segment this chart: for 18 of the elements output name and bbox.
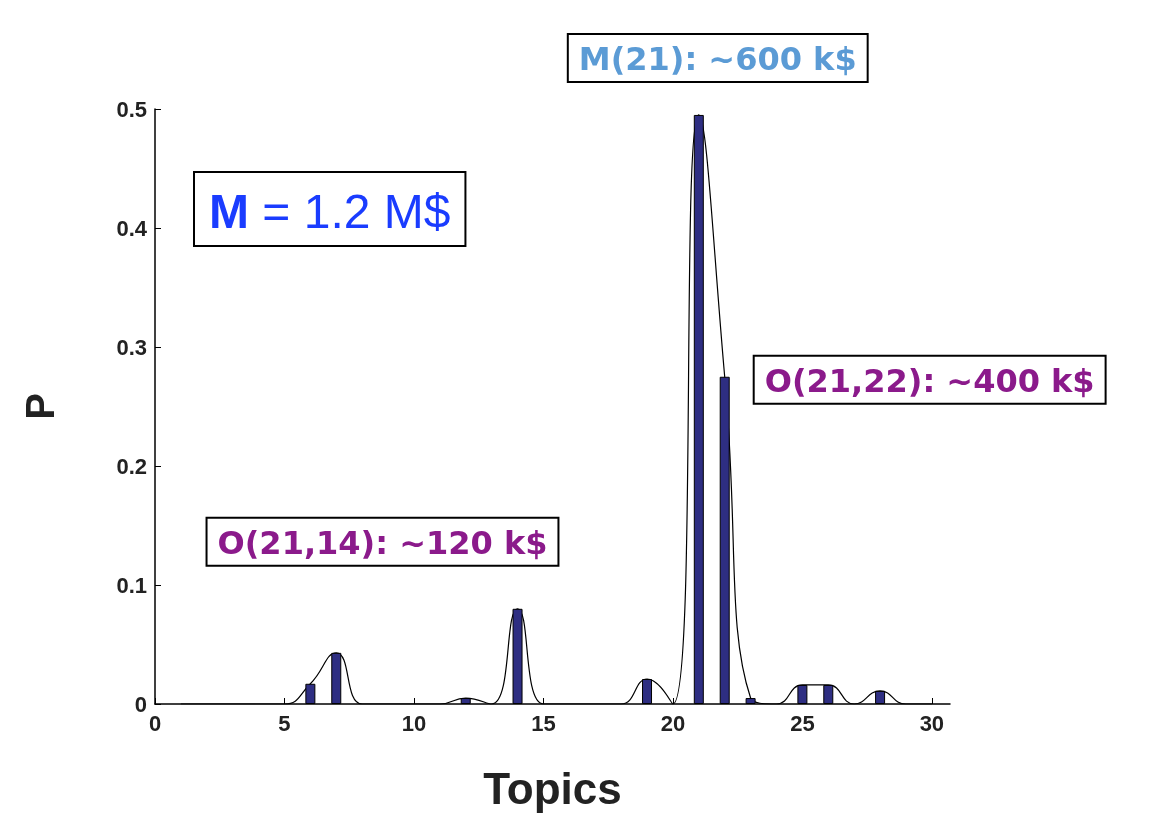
annotation: M = 1.2 M$	[209, 184, 451, 238]
x-tick-label: 10	[401, 710, 427, 736]
y-tick-label: 0	[134, 691, 147, 717]
y-axis-title: P	[18, 393, 62, 420]
y-tick-label: 0.1	[116, 572, 147, 598]
annotation: O(21,14): ~120 k$	[217, 523, 548, 562]
x-tick-label: 15	[531, 710, 556, 736]
x-tick-label: 5	[278, 710, 291, 736]
annotation: O(21,22): ~400 k$	[764, 361, 1095, 400]
y-tick-label: 0.2	[116, 453, 147, 479]
x-tick-label: 30	[919, 710, 945, 736]
y-tick-label: 0.4	[116, 215, 148, 241]
y-tick-label: 0.3	[116, 334, 147, 360]
annotation: M(21): ~600 k$	[578, 39, 857, 78]
x-tick-label: 25	[790, 710, 815, 736]
x-axis-title: Topics	[483, 763, 622, 813]
y-tick-label: 0.5	[116, 96, 147, 122]
x-tick-label: 20	[660, 710, 686, 736]
